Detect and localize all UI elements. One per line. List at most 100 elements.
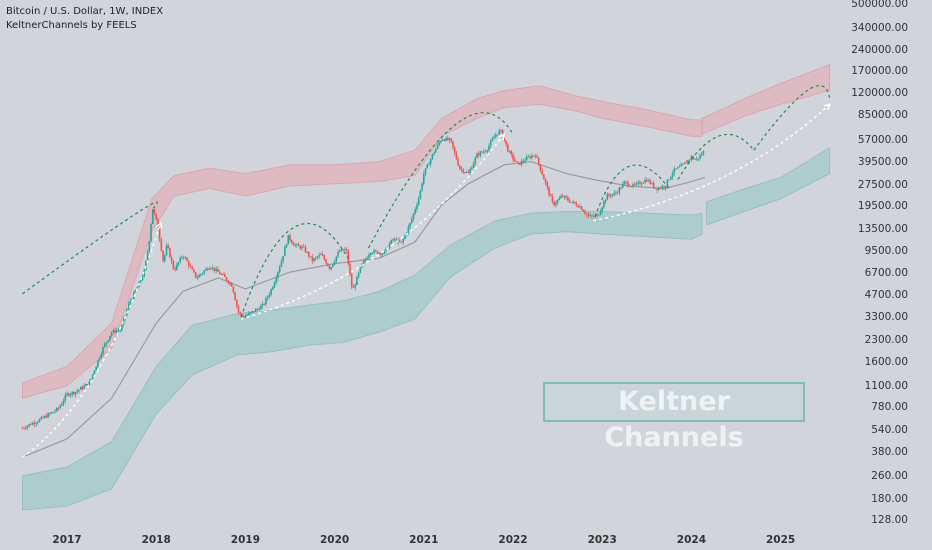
candle-up [64,395,67,401]
candle-down [289,234,291,241]
candle-up [640,183,643,185]
candle-up [385,247,387,251]
candle-up [664,185,667,188]
candle-up [340,249,343,252]
candle-down [218,271,221,275]
candle-up [678,166,681,168]
candle-up [320,254,322,256]
candle-down [656,188,658,190]
candle-up [409,222,411,227]
time-tick-label: 2023 [587,534,617,546]
candle-up [658,187,660,190]
price-tick-label: 170000.00 [851,65,908,78]
candle-up [246,315,248,317]
candle-up [570,202,573,203]
green-dashed-arc-2 [240,223,349,318]
price-tick-label: 57000.00 [857,133,908,146]
candle-up [208,268,211,270]
candle-down [187,261,190,267]
candle-up [83,385,85,389]
candle-up [440,140,442,143]
candle-up [673,168,676,174]
candle-up [313,258,315,262]
candle-down [33,422,36,425]
time-tick-label: 2020 [319,534,350,546]
candle-up [78,389,80,392]
price-tick-label: 3300.00 [864,311,908,324]
candle-up [471,167,473,170]
candle-up [688,159,691,161]
price-tick-label: 120000.00 [851,87,908,99]
price-axis[interactable]: 500000.00 340000.00 240000.00 170000.00 1200… [850,0,932,528]
time-tick-label: 2019 [230,534,261,546]
candle-down [169,248,171,258]
candle-down [573,201,576,204]
candle-up [141,276,144,281]
candle-up [38,419,41,422]
candle-up [417,198,420,205]
candle-up [601,207,603,212]
candle-down [553,201,555,206]
white-dashed-arrow-2 [240,133,505,320]
candle-up [613,192,616,195]
candle-up [273,282,276,288]
candle-up [558,198,561,200]
candle-up [121,324,123,331]
price-chart[interactable] [0,0,860,528]
candle-up [527,156,530,158]
candle-down [549,194,552,197]
candle-up [364,259,367,261]
candle-down [21,427,24,429]
candle-up [335,256,338,262]
candle-up [69,394,72,396]
candle-up [599,211,602,216]
candle-up [151,209,154,225]
candle-up [145,260,147,270]
candle-up [74,392,77,395]
candle-up [88,381,91,386]
candle-up [637,182,640,184]
candle-down [234,292,236,300]
candle-down [628,185,631,187]
candle-up [285,244,288,248]
price-tick-label: 380.00 [871,446,908,459]
candle-up [270,289,272,295]
candle-up [618,187,621,193]
candle-down [186,257,188,262]
candle-up [556,199,559,204]
candle-up [589,215,591,217]
candle-up [107,340,109,343]
candle-down [452,141,454,148]
candle-up [697,158,700,160]
candle-up [110,332,113,337]
candle-up [85,384,87,386]
candle-down [529,156,531,159]
candle-up [119,330,121,331]
candle-down [174,268,176,270]
candle-up [50,412,53,414]
candle-up [102,346,104,354]
candle-up [275,277,278,283]
candle-up [611,194,614,197]
candle-up [356,276,358,286]
candle-down [194,272,197,278]
candle-down [534,155,537,157]
candle-up [423,173,425,184]
time-axis[interactable]: 2017 2018 2019 2020 2021 2022 2023 2024 2025 [0,530,860,550]
candle-down [321,254,324,256]
candle-up [117,330,120,332]
candle-down [328,265,331,269]
candle-up [256,308,259,310]
candle-up [265,298,267,305]
candle-down [67,393,70,396]
price-tick-label: 27500.00 [857,179,908,191]
candle-up [532,155,535,157]
candle-down [229,283,231,284]
candle-down [654,187,657,189]
candle-up [438,142,441,145]
candle-down [376,251,379,254]
candle-down [580,206,583,210]
candle-up [97,360,99,367]
candle-down [582,209,585,212]
